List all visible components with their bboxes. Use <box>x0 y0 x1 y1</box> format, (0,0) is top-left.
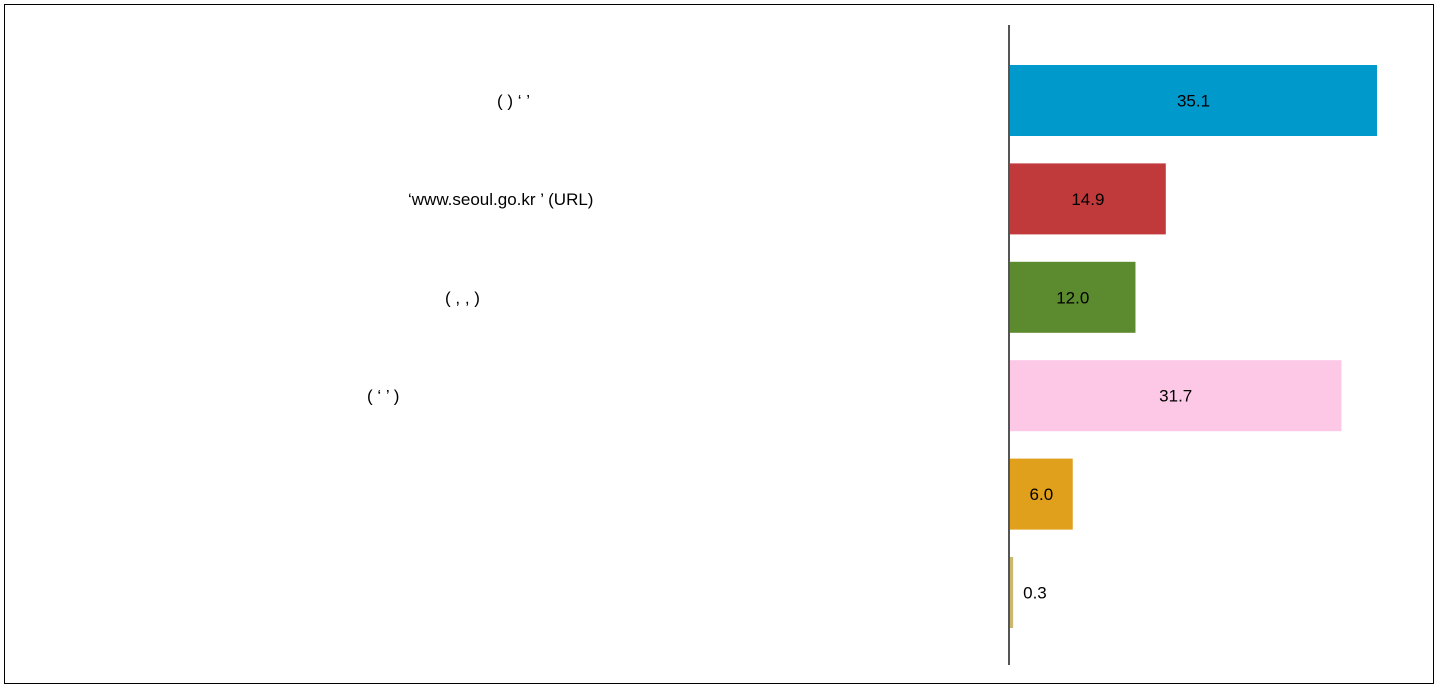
category-label-1: ( ) ‘ ’ <box>497 92 530 111</box>
category-label-3: ( , , ) <box>445 288 480 307</box>
value-label-3: 12.0 <box>1056 288 1089 307</box>
bar-1 <box>1010 65 1377 136</box>
value-label-5: 6.0 <box>1030 485 1054 504</box>
value-label-4: 31.7 <box>1159 387 1192 406</box>
value-labels-layer: 35.1 14.9 12.0 31.7 6.0 0.3 <box>1023 92 1210 603</box>
bar-3 <box>1010 261 1136 333</box>
bars-layer <box>1010 65 1377 628</box>
bar-4 <box>1010 360 1342 432</box>
bar-2 <box>1010 163 1166 235</box>
bar-5 <box>1010 458 1073 530</box>
category-label-2: ‘www.seoul.go.kr ’ (URL) <box>408 190 593 209</box>
value-label-6: 0.3 <box>1023 584 1047 603</box>
value-label-2: 14.9 <box>1071 190 1104 209</box>
value-label-1: 35.1 <box>1177 92 1210 111</box>
category-labels-layer: ( ) ‘ ’ ‘www.seoul.go.kr ’ (URL) ( , , ) ( … <box>367 92 593 406</box>
category-label-4: ( ‘ ’ ) <box>367 387 399 406</box>
bar-6 <box>1010 557 1014 628</box>
